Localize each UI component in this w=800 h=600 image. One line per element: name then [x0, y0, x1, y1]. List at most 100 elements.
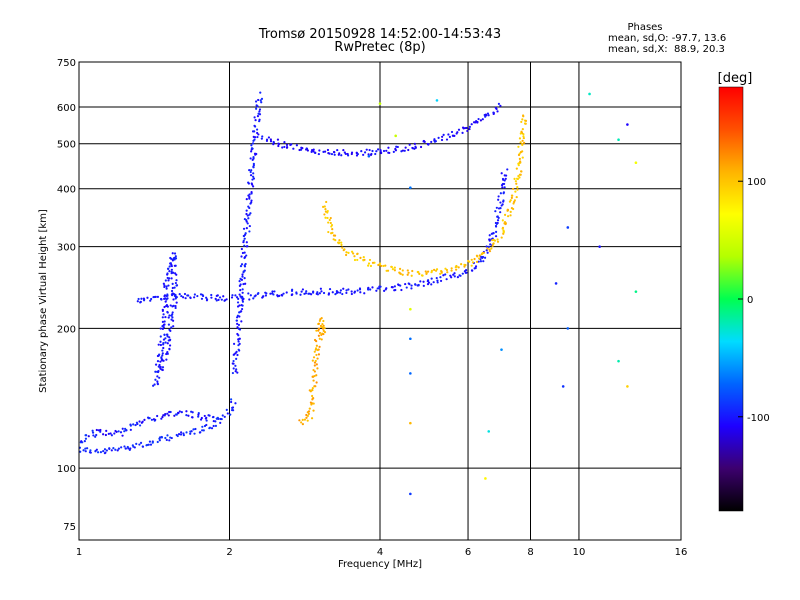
- data-point: [518, 157, 521, 160]
- data-point: [341, 292, 344, 296]
- data-point: [497, 102, 501, 105]
- colorbar: [deg] 100 0 -100: [718, 71, 770, 512]
- data-point: [232, 359, 235, 363]
- data-point: [440, 270, 443, 273]
- data-point: [141, 420, 144, 423]
- data-point: [250, 199, 253, 202]
- data-point: [367, 154, 371, 158]
- data-point: [394, 149, 398, 152]
- data-point: [455, 268, 458, 271]
- data-point: [214, 424, 218, 428]
- data-point: [161, 327, 164, 330]
- data-point: [174, 306, 177, 310]
- data-point: [522, 136, 525, 140]
- data-point: [317, 327, 321, 330]
- data-point: [514, 190, 517, 193]
- data-point: [634, 161, 638, 165]
- data-point: [311, 387, 314, 390]
- data-point: [175, 284, 178, 287]
- data-point: [269, 292, 272, 295]
- data-point: [162, 313, 165, 316]
- data-point: [307, 412, 310, 415]
- data-point: [166, 350, 169, 354]
- data-point: [162, 338, 166, 341]
- data-point: [398, 267, 402, 271]
- data-point: [522, 135, 525, 138]
- data-point: [309, 401, 312, 404]
- data-point: [197, 413, 200, 416]
- data-point: [496, 219, 500, 222]
- data-point: [292, 147, 295, 150]
- data-point: [566, 327, 570, 330]
- data-point: [114, 448, 117, 451]
- data-point: [483, 256, 487, 259]
- data-point: [136, 300, 139, 303]
- data-point: [474, 121, 477, 124]
- data-point: [251, 175, 255, 178]
- data-point: [234, 370, 237, 373]
- data-point: [396, 145, 399, 149]
- data-point: [367, 262, 371, 265]
- data-point: [506, 168, 509, 171]
- data-point: [299, 148, 303, 151]
- data-point: [252, 185, 255, 188]
- data-point: [291, 293, 294, 296]
- data-point: [240, 278, 244, 281]
- data-point: [167, 284, 170, 287]
- data-point: [500, 172, 503, 175]
- data-point: [200, 297, 204, 300]
- data-point: [496, 240, 500, 243]
- data-point: [156, 383, 160, 386]
- data-point: [487, 114, 490, 117]
- data-point: [299, 293, 302, 296]
- data-point: [367, 264, 370, 267]
- data-point: [189, 296, 192, 299]
- data-point: [143, 298, 146, 301]
- data-point: [506, 208, 510, 212]
- data-point: [235, 350, 238, 353]
- data-point: [317, 353, 321, 356]
- data-point: [157, 369, 160, 373]
- phase-stats-heading: Phases: [627, 22, 662, 33]
- data-point: [353, 255, 356, 258]
- data-point: [380, 264, 383, 268]
- data-point: [248, 298, 251, 301]
- data-point: [212, 415, 215, 419]
- data-point: [362, 153, 365, 156]
- data-point: [159, 340, 162, 343]
- data-point: [178, 410, 181, 413]
- data-point: [499, 206, 502, 210]
- data-point: [338, 152, 341, 155]
- data-point: [170, 272, 173, 275]
- data-point: [166, 342, 169, 345]
- data-point: [321, 327, 325, 330]
- data-point: [497, 198, 500, 201]
- data-point: [350, 250, 354, 253]
- data-point: [617, 138, 620, 142]
- data-point: [84, 447, 87, 450]
- data-point: [519, 141, 522, 144]
- data-point: [240, 296, 243, 299]
- data-point: [290, 143, 293, 146]
- data-point: [318, 331, 322, 335]
- data-point: [439, 272, 442, 275]
- data-point: [236, 332, 239, 336]
- data-point: [244, 232, 247, 235]
- data-point: [152, 384, 155, 387]
- data-point: [363, 151, 367, 154]
- data-point: [323, 205, 326, 208]
- data-point: [345, 253, 348, 257]
- data-point: [251, 142, 255, 145]
- data-point: [179, 433, 183, 436]
- data-point: [254, 100, 258, 103]
- data-point: [491, 244, 494, 247]
- data-point: [216, 294, 219, 297]
- data-point: [407, 271, 410, 274]
- data-point: [126, 445, 129, 449]
- data-point: [340, 154, 343, 157]
- data-point: [196, 294, 199, 298]
- data-point: [165, 352, 168, 356]
- data-point: [408, 143, 411, 146]
- data-point: [511, 187, 515, 191]
